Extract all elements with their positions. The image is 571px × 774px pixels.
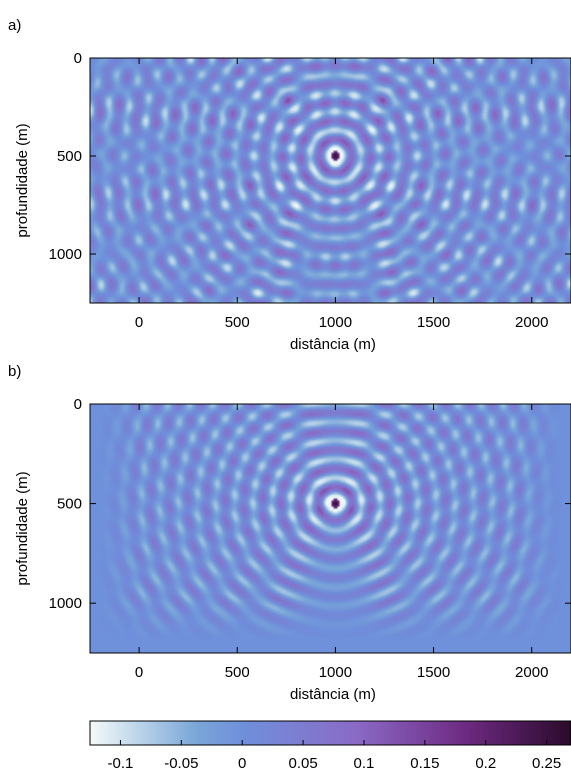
x-tick-label: 2000: [515, 314, 548, 331]
y-tick-label: 0: [74, 50, 82, 67]
y-tick-label: 1000: [49, 246, 82, 263]
x-tick-label: 1000: [319, 314, 352, 331]
x-tick-label: 1000: [319, 664, 352, 681]
wavefield-image: [90, 404, 571, 653]
colorbar-tick-label: 0.2: [475, 755, 496, 772]
x-tick-label: 500: [225, 314, 250, 331]
y-tick-label: 500: [57, 496, 82, 513]
y-axis-label: profundidade (m): [14, 471, 31, 585]
panel-label: a): [8, 17, 21, 34]
heatmap-panel-2: b) 0 500 1000 1500 2000 0 500 1000 distância (m) p…: [8, 363, 571, 703]
colorbar-tick-label: -0.05: [164, 755, 198, 772]
x-tick-label: 1500: [417, 664, 450, 681]
y-tick-label: 1000: [49, 595, 82, 612]
x-axis-label: distância (m): [290, 336, 376, 353]
colorbar-tick-label: 0.05: [288, 755, 317, 772]
x-tick-label: 2000: [515, 664, 548, 681]
x-tick-label: 500: [225, 664, 250, 681]
wavefield-image: [90, 58, 571, 303]
y-axis-label: profundidade (m): [14, 123, 31, 237]
x-axis-label: distância (m): [290, 686, 376, 703]
colorbar-tick-label: 0.15: [410, 755, 439, 772]
colorbar: -0.1 -0.05 0 0.05 0.1 0.15 0.2 0.25: [89, 720, 571, 772]
colorbar-bar: [89, 720, 571, 746]
colorbar-tick-label: -0.1: [108, 755, 134, 772]
plot-frame: [89, 403, 571, 654]
heatmap-panel-1: a) 0 500 1000 1500 2000 0 500 1000 distância (m) p…: [8, 17, 571, 353]
y-tick-label: 0: [74, 396, 82, 413]
y-tick-label: 500: [57, 148, 82, 165]
plot-frame: [89, 57, 571, 304]
x-tick-label: 1500: [417, 314, 450, 331]
panel-label: b): [8, 363, 21, 380]
x-tick-label: 0: [135, 664, 143, 681]
colorbar-tick-label: 0.1: [354, 755, 375, 772]
colorbar-tick-label: 0: [238, 755, 246, 772]
colorbar-tick-label: 0.25: [532, 755, 561, 772]
x-tick-label: 0: [135, 314, 143, 331]
